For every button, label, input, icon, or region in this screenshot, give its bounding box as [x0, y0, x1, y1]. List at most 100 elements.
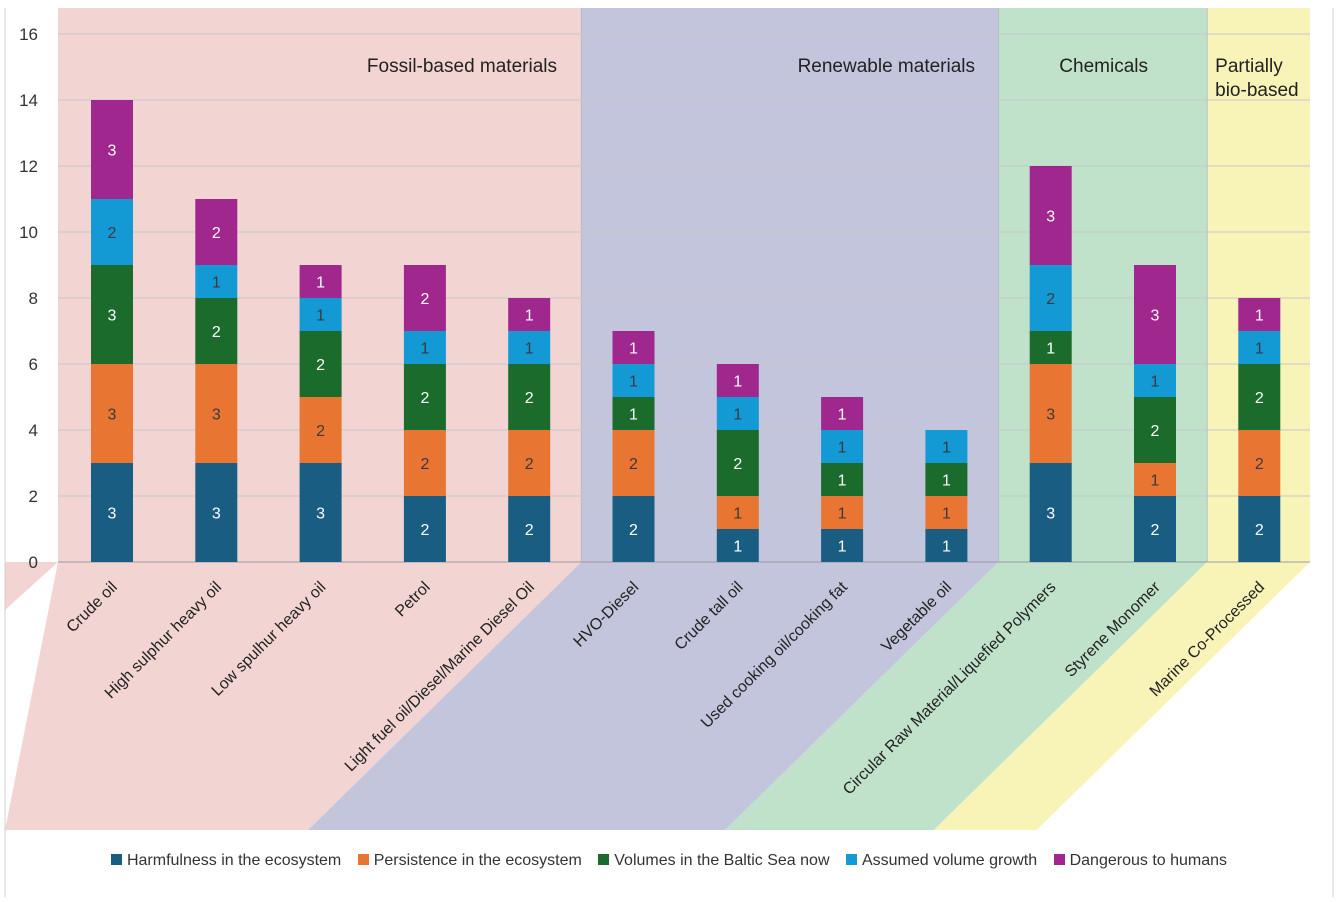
data-label: 1 [212, 275, 221, 292]
bar-segment [299, 298, 342, 331]
bar-segment [716, 430, 759, 496]
data-label: 3 [108, 308, 117, 325]
data-label: 3 [316, 506, 325, 523]
y-tick-label: 10 [19, 223, 38, 242]
bar-segment [508, 331, 551, 364]
bar-segment [821, 397, 864, 430]
data-label: 3 [1046, 209, 1055, 226]
data-label: 1 [942, 506, 951, 523]
data-label: 1 [1046, 341, 1055, 358]
bar-segment [91, 100, 133, 199]
data-label: 1 [838, 473, 847, 490]
group-label-band-edge [5, 562, 58, 610]
bar-segment [1238, 430, 1281, 496]
legend-label-growth: Assumed volume growth [861, 852, 1038, 869]
data-label: 1 [1255, 308, 1264, 325]
legend-swatch-growth [845, 854, 857, 865]
data-label: 2 [1151, 522, 1160, 539]
bar-segment [821, 463, 864, 496]
legend-item-dangerous: Dangerous to humans [1053, 852, 1228, 870]
bar-segment [91, 463, 133, 562]
bar-segment [1134, 496, 1176, 562]
group-label: Fossil-based materials [367, 56, 557, 77]
bar-segment [1029, 364, 1072, 463]
group-label-band-1 [307, 562, 999, 830]
bar-segment [91, 199, 133, 265]
group-label-band-2 [725, 562, 1208, 830]
data-label: 2 [1255, 456, 1264, 473]
legend-item-volumes: Volumes in the Baltic Sea now [598, 852, 830, 870]
bar-segment [403, 364, 446, 430]
bar-segment [821, 529, 864, 562]
bar-segment [1029, 265, 1072, 331]
data-label: 2 [212, 324, 221, 341]
data-label: 1 [838, 440, 847, 457]
y-tick-label: 2 [29, 487, 38, 506]
data-label: 1 [525, 341, 534, 358]
legend-item-growth: Assumed volume growth [845, 852, 1038, 870]
bar-segment [1134, 463, 1176, 496]
bar-segment [1238, 364, 1281, 430]
legend-swatch-volumes [598, 854, 610, 865]
legend-swatch-dangerous [1053, 854, 1065, 865]
data-label: 1 [838, 539, 847, 556]
bar-segment [299, 463, 342, 562]
data-label: 2 [525, 456, 534, 473]
legend: Harmfulness in the ecosystem Persistence… [0, 852, 1338, 870]
data-label: 1 [733, 506, 742, 523]
data-label: 2 [733, 456, 742, 473]
data-label: 2 [316, 423, 325, 440]
bar-segment [925, 529, 968, 562]
data-label: 1 [629, 341, 638, 358]
bar-segment [612, 331, 655, 364]
bar-segment [612, 430, 655, 496]
y-tick-label: 4 [29, 421, 38, 440]
data-label: 2 [525, 390, 534, 407]
group-label-band-0 [5, 562, 582, 830]
data-label: 2 [108, 225, 117, 242]
data-label: 2 [525, 522, 534, 539]
data-label: 1 [733, 374, 742, 391]
data-label: 2 [212, 225, 221, 242]
data-label: 1 [838, 407, 847, 424]
data-label: 1 [525, 308, 534, 325]
bar-segment [403, 496, 446, 562]
data-label: 2 [1255, 390, 1264, 407]
y-tick-label: 14 [19, 91, 38, 110]
bar-segment [508, 298, 551, 331]
data-label: 2 [420, 522, 429, 539]
data-label: 2 [420, 456, 429, 473]
data-label: 3 [108, 506, 117, 523]
data-label: 2 [1151, 423, 1160, 440]
bar-segment [1029, 166, 1072, 265]
y-tick-label: 12 [19, 157, 38, 176]
group-label: bio-based [1215, 80, 1298, 101]
bar-segment [299, 331, 342, 397]
data-label: 1 [942, 440, 951, 457]
bar-segment [612, 364, 655, 397]
bar-segment [821, 430, 864, 463]
group-label: Chemicals [1059, 56, 1148, 77]
legend-item-harmfulness: Harmfulness in the ecosystem [110, 852, 342, 870]
legend-label-dangerous: Dangerous to humans [1069, 852, 1228, 869]
bar-segment [1134, 364, 1176, 397]
legend-label-harmfulness: Harmfulness in the ecosystem [126, 852, 342, 869]
group-label-band-3 [933, 562, 1310, 830]
data-label: 1 [420, 341, 429, 358]
y-tick-label: 0 [29, 553, 38, 572]
bar-segment [716, 397, 759, 430]
bar-segment [716, 364, 759, 397]
bar-segment [195, 298, 238, 364]
bar-segment [508, 430, 551, 496]
data-label: 2 [420, 390, 429, 407]
y-tick-label: 16 [19, 25, 38, 44]
data-label: 3 [1151, 308, 1160, 325]
bar-segment [1029, 331, 1072, 364]
group-label: Renewable materials [798, 56, 975, 77]
y-tick-label: 6 [29, 355, 38, 374]
data-label: 2 [420, 291, 429, 308]
bar-segment [195, 199, 238, 265]
data-label: 3 [212, 407, 221, 424]
